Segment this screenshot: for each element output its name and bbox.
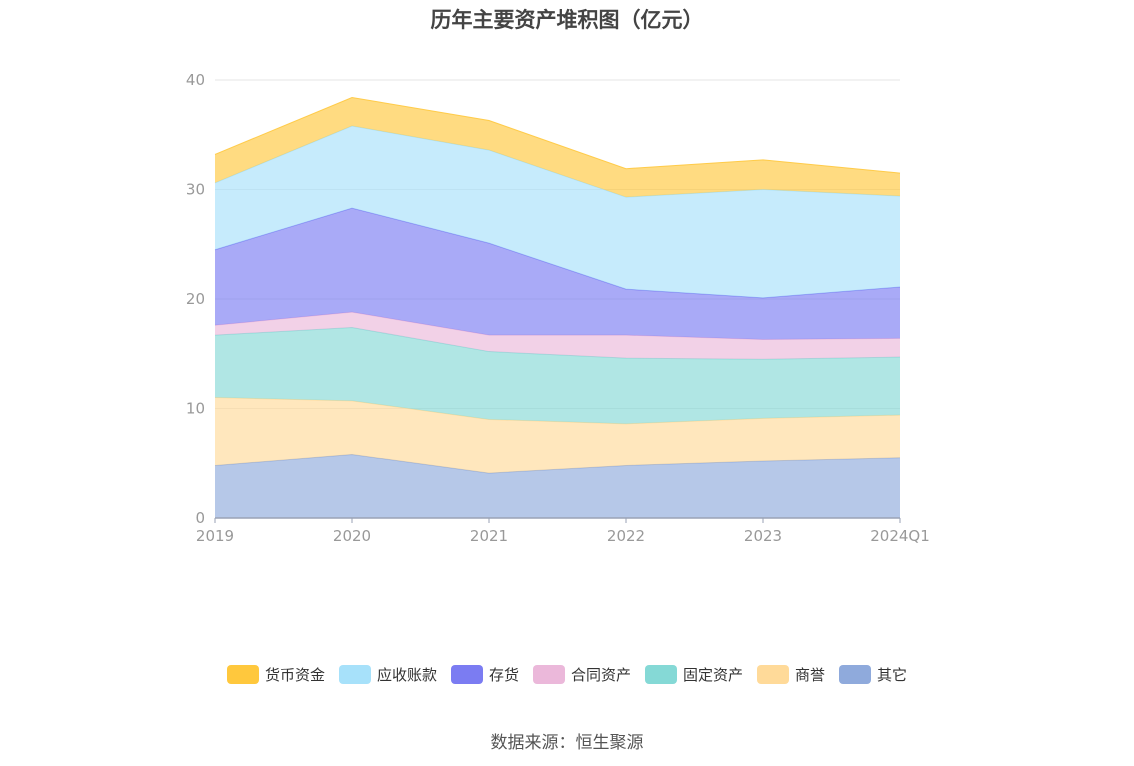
- legend-item[interactable]: 应收账款: [338, 664, 437, 685]
- legend-label: 存货: [488, 666, 519, 684]
- source-note: 数据来源：恒生聚源: [490, 733, 644, 753]
- y-tick-label: 30: [186, 181, 205, 199]
- legend-swatch: [645, 665, 677, 684]
- legend-label: 其它: [877, 666, 908, 684]
- legend-swatch: [839, 665, 872, 684]
- legend-item[interactable]: 存货: [450, 664, 519, 685]
- legend-swatch: [532, 665, 565, 684]
- legend-item[interactable]: 合同资产: [532, 664, 631, 685]
- y-tick-label: 20: [186, 290, 205, 308]
- area-series-1[interactable]: [215, 397, 900, 474]
- area-series-5[interactable]: [215, 125, 900, 298]
- legend-swatch: [226, 665, 259, 684]
- y-tick-label: 40: [186, 71, 205, 89]
- chart-title: 历年主要资产堆积图（亿元）: [430, 8, 704, 32]
- axes: 0 10 20 30 40 2019 2020 2021 2022 2023 2024Q1: [186, 71, 930, 545]
- x-tick-label: 2020: [333, 527, 371, 545]
- legend-item[interactable]: 固定资产: [645, 664, 743, 685]
- y-tick-label: 0: [195, 509, 205, 527]
- legend-label: 应收账款: [376, 666, 437, 684]
- legend-label: 合同资产: [570, 666, 631, 684]
- legend-swatch: [757, 665, 790, 684]
- area-series-0[interactable]: [215, 454, 900, 518]
- area-series-3[interactable]: [215, 312, 900, 360]
- area-layer: [214, 97, 901, 518]
- legend: 货币资金 应收账款 存货 合同资产 固定资产 商誉 其它: [0, 664, 1134, 685]
- legend-label: 商誉: [795, 666, 826, 684]
- y-tick-label: 10: [186, 400, 205, 418]
- x-tick-label: 2022: [607, 527, 645, 545]
- legend-label: 固定资产: [683, 666, 744, 684]
- x-tick-label: 2021: [470, 527, 508, 545]
- legend-label: 货币资金: [264, 666, 325, 684]
- legend-item[interactable]: 货币资金: [226, 664, 325, 685]
- legend-swatch: [450, 665, 483, 684]
- legend-item[interactable]: 其它: [839, 664, 907, 685]
- area-series-4[interactable]: [215, 208, 900, 340]
- legend-item[interactable]: 商誉: [757, 664, 825, 685]
- x-tick-label: 2019: [196, 527, 234, 545]
- area-series-2[interactable]: [215, 327, 900, 424]
- x-tick-label: 2024Q1: [870, 527, 930, 545]
- area-series-6[interactable]: [215, 97, 900, 198]
- legend-swatch: [338, 665, 371, 684]
- x-tick-label: 2023: [744, 527, 782, 545]
- series-line-6: [214, 97, 901, 174]
